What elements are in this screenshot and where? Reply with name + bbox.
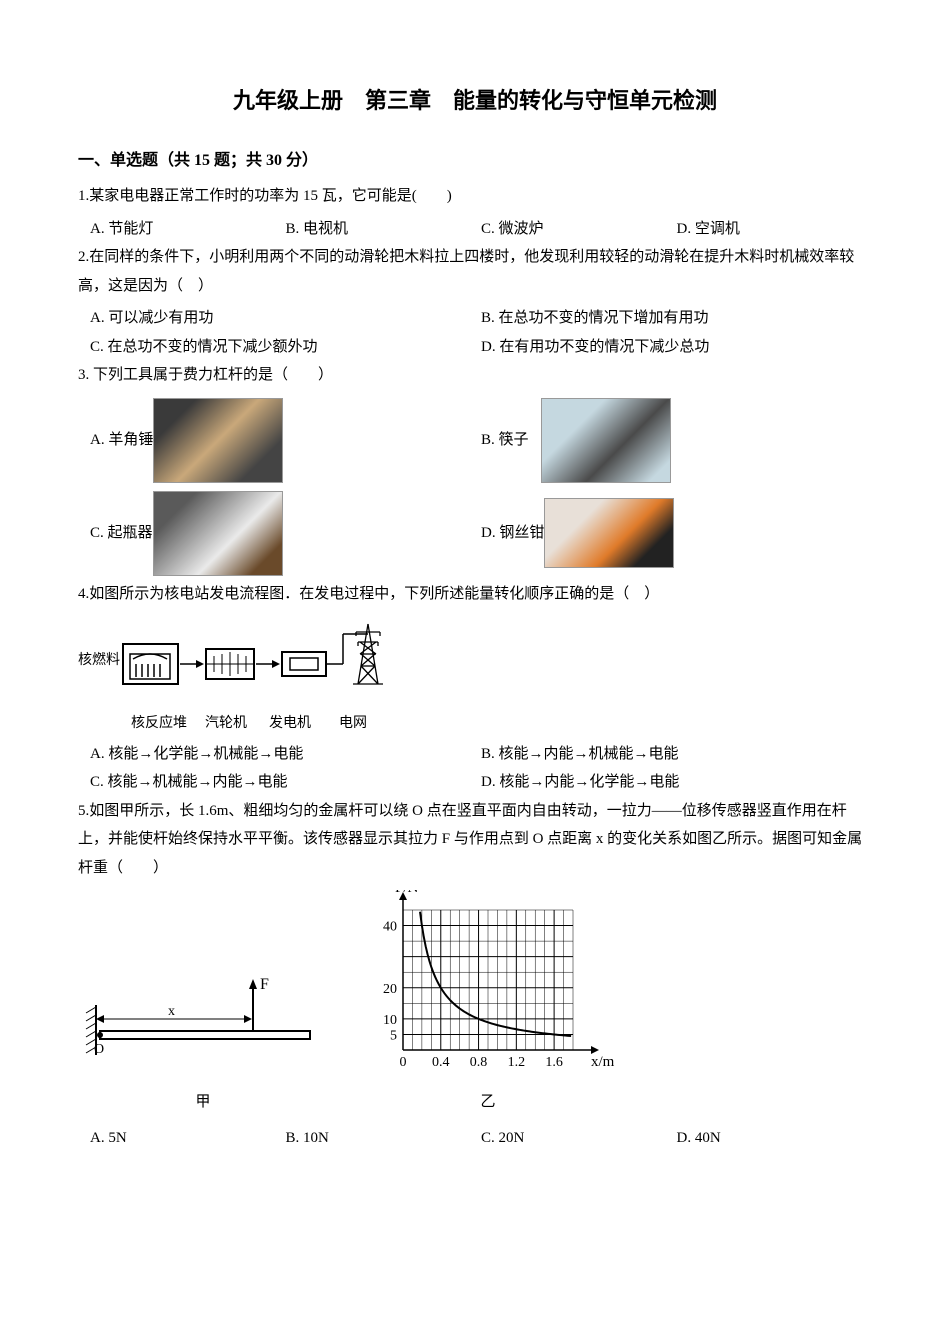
svg-text:F: F (260, 976, 269, 993)
q1-opt-d: D. 空调机 (677, 215, 873, 244)
svg-text:F/N: F/N (395, 890, 419, 896)
question-5: 5.如图甲所示，长 1.6m、粗细均匀的金属杆可以绕 O 点在竖直平面内自由转动… (78, 797, 872, 883)
bottle-opener-image (153, 491, 283, 576)
q3-opt-c-row: C. 起瓶器 (90, 491, 481, 576)
svg-text:x/m: x/m (591, 1054, 615, 1070)
hammer-image (153, 398, 283, 483)
svg-text:20: 20 (383, 982, 397, 997)
q4-opt-b: B. 核能→内能→机械能→电能 (481, 740, 872, 769)
q1-opt-a: A. 节能灯 (90, 215, 286, 244)
svg-text:0.4: 0.4 (432, 1055, 450, 1070)
question-3: 3. 下列工具属于费力杠杆的是（ ） (78, 361, 872, 390)
chopsticks-image (541, 398, 671, 483)
pliers-image (544, 498, 674, 568)
svg-text:1.2: 1.2 (508, 1055, 526, 1070)
nuclear-svg: 核燃料 (78, 614, 408, 709)
q2-opt-c: C. 在总功不变的情况下减少额外功 (90, 333, 481, 362)
q3-opt-d-row: D. 钢丝钳 (481, 491, 872, 576)
section-1-header: 一、单选题（共 15 题；共 30 分） (78, 146, 872, 176)
svg-text:5: 5 (390, 1029, 397, 1044)
svg-text:10: 10 (383, 1013, 397, 1028)
q3-opt-b: B. 筷子 (481, 426, 541, 455)
q2-opt-d: D. 在有用功不变的情况下减少总功 (481, 333, 872, 362)
q3-opt-d: D. 钢丝钳 (481, 519, 544, 548)
q2-opt-a: A. 可以减少有用功 (90, 304, 481, 333)
q3-opt-a: A. 羊角锤 (90, 426, 153, 455)
q4-opt-c: C. 核能→机械能→内能→电能 (90, 768, 481, 797)
svg-text:40: 40 (383, 920, 397, 935)
q5-figure-jia: O F x 甲 (78, 965, 328, 1116)
q5-options: A. 5N B. 10N C. 20N D. 40N (78, 1124, 872, 1153)
q1-opt-c: C. 微波炉 (481, 215, 677, 244)
svg-text:O: O (94, 1042, 104, 1057)
fig-jia-label: 甲 (78, 1088, 328, 1117)
q4-options: A. 核能→化学能→机械能→电能 B. 核能→内能→机械能→电能 C. 核能→机… (78, 740, 872, 797)
q5-opt-c: C. 20N (481, 1124, 677, 1153)
question-2: 2.在同样的条件下，小明利用两个不同的动滑轮把木料拉上四楼时，他发现利用较轻的动… (78, 243, 872, 300)
nuclear-flow-diagram: 核燃料 (78, 614, 872, 738)
reactor-label: 核反应堆 (123, 711, 195, 738)
q2-opt-b: B. 在总功不变的情况下增加有用功 (481, 304, 872, 333)
svg-text:1.6: 1.6 (545, 1055, 563, 1070)
force-distance-chart: F/N x/m 510 20 40 0 0.4 0.8 1.2 1.6 (358, 890, 618, 1075)
generator-label: 发电机 (257, 711, 323, 738)
grid-label: 电网 (323, 711, 383, 738)
page-title: 九年级上册 第三章 能量的转化与守恒单元检测 (78, 80, 872, 122)
lever-diagram: O F x (78, 965, 328, 1075)
question-1: 1.某家电电器正常工作时的功率为 15 瓦，它可能是( ) (78, 182, 872, 211)
svg-text:0: 0 (400, 1055, 407, 1070)
q3-opt-b-row: B. 筷子 (481, 398, 872, 483)
question-4: 4.如图所示为核电站发电流程图．在发电过程中，下列所述能量转化顺序正确的是（ ） (78, 580, 872, 609)
nuclear-labels-row: 核反应堆 汽轮机 发电机 电网 (78, 711, 872, 738)
q3-options: A. 羊角锤 B. 筷子 C. 起瓶器 D. 钢丝钳 (78, 394, 872, 580)
q2-options: A. 可以减少有用功 B. 在总功不变的情况下增加有用功 C. 在总功不变的情况… (78, 304, 872, 361)
turbine-label: 汽轮机 (195, 711, 257, 738)
q3-opt-c: C. 起瓶器 (90, 519, 153, 548)
fig-yi-label: 乙 (358, 1088, 618, 1117)
q5-opt-b: B. 10N (286, 1124, 482, 1153)
q3-opt-a-row: A. 羊角锤 (90, 398, 481, 483)
q5-opt-a: A. 5N (90, 1124, 286, 1153)
q5-figure-yi: F/N x/m 510 20 40 0 0.4 0.8 1.2 1.6 乙 (358, 890, 618, 1116)
q5-figures: O F x 甲 F/N x/m 510 20 40 0 0.4 0.8 1.2 1.6 乙 (78, 890, 872, 1116)
q4-opt-d: D. 核能→内能→化学能→电能 (481, 768, 872, 797)
svg-text:x: x (168, 1004, 175, 1019)
fuel-label: 核燃料 (78, 651, 120, 668)
q5-opt-d: D. 40N (677, 1124, 873, 1153)
q1-opt-b: B. 电视机 (286, 215, 482, 244)
q4-opt-a: A. 核能→化学能→机械能→电能 (90, 740, 481, 769)
q1-options: A. 节能灯 B. 电视机 C. 微波炉 D. 空调机 (78, 215, 872, 244)
svg-text:0.8: 0.8 (470, 1055, 488, 1070)
